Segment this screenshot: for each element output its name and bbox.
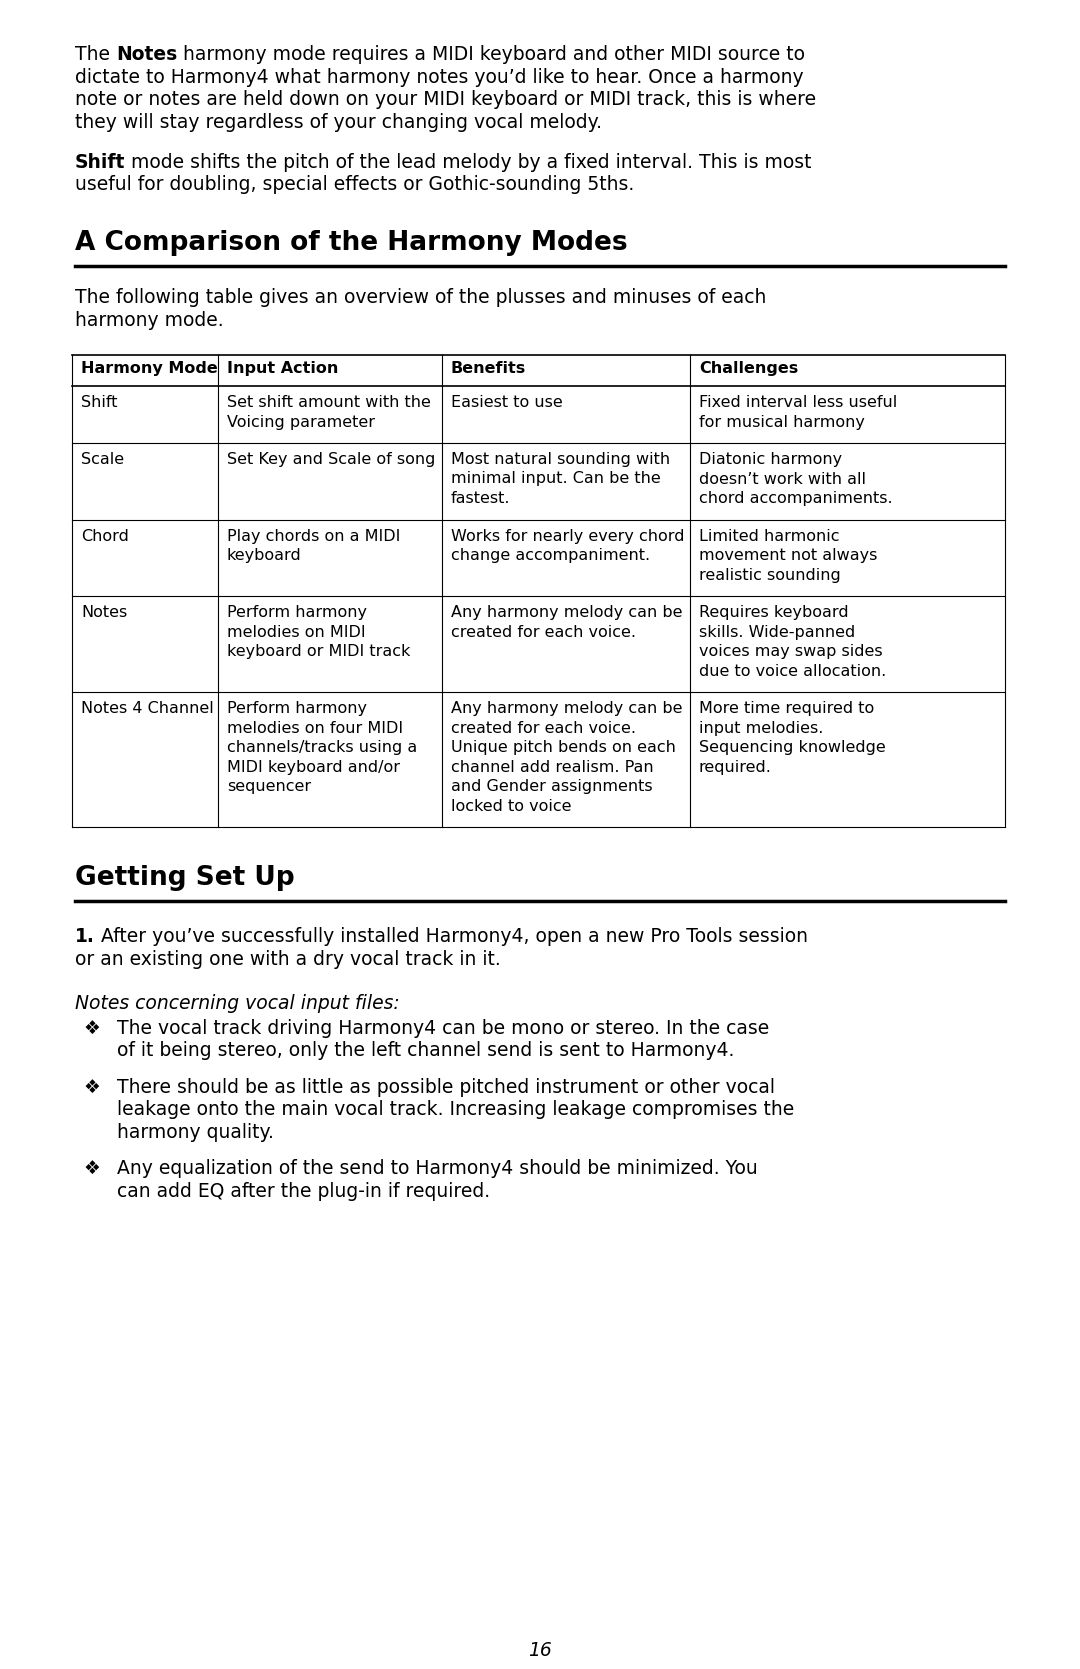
Text: ❖: ❖ <box>83 1160 99 1178</box>
Text: mode shifts the pitch of the lead melody by a fixed interval. This is most: mode shifts the pitch of the lead melody… <box>125 154 812 172</box>
Text: Shift: Shift <box>81 396 118 411</box>
Text: Any harmony melody can be: Any harmony melody can be <box>451 604 683 619</box>
Text: keyboard or MIDI track: keyboard or MIDI track <box>227 644 410 659</box>
Text: Set shift amount with the: Set shift amount with the <box>227 396 431 411</box>
Text: More time required to: More time required to <box>699 701 874 716</box>
Text: Set Key and Scale of song: Set Key and Scale of song <box>227 452 435 467</box>
Text: chord accompaniments.: chord accompaniments. <box>699 491 893 506</box>
Text: movement not always: movement not always <box>699 547 877 562</box>
Text: Perform harmony: Perform harmony <box>227 701 367 716</box>
Text: 16: 16 <box>528 1641 552 1661</box>
Text: There should be as little as possible pitched instrument or other vocal: There should be as little as possible pi… <box>117 1078 775 1097</box>
Text: created for each voice.: created for each voice. <box>451 624 636 639</box>
Text: 1.: 1. <box>75 926 95 946</box>
Text: sequencer: sequencer <box>227 779 311 794</box>
Text: Benefits: Benefits <box>451 361 526 376</box>
Text: fastest.: fastest. <box>451 491 511 506</box>
Text: Getting Set Up: Getting Set Up <box>75 865 295 891</box>
Text: Scale: Scale <box>81 452 124 467</box>
Text: Notes concerning vocal input files:: Notes concerning vocal input files: <box>75 995 400 1013</box>
Text: due to voice allocation.: due to voice allocation. <box>699 664 887 679</box>
Text: The: The <box>75 45 116 63</box>
Text: Play chords on a MIDI: Play chords on a MIDI <box>227 529 401 544</box>
Text: note or notes are held down on your MIDI keyboard or MIDI track, this is where: note or notes are held down on your MIDI… <box>75 90 816 108</box>
Text: useful for doubling, special effects or Gothic-sounding 5ths.: useful for doubling, special effects or … <box>75 175 634 195</box>
Text: Shift: Shift <box>75 154 125 172</box>
Text: Sequencing knowledge: Sequencing knowledge <box>699 739 886 754</box>
Text: Notes 4 Channel: Notes 4 Channel <box>81 701 214 716</box>
Text: The following table gives an overview of the plusses and minuses of each: The following table gives an overview of… <box>75 289 767 307</box>
Text: keyboard: keyboard <box>227 547 301 562</box>
Text: Unique pitch bends on each: Unique pitch bends on each <box>451 739 676 754</box>
Text: created for each voice.: created for each voice. <box>451 721 636 736</box>
Text: The vocal track driving Harmony4 can be mono or stereo. In the case: The vocal track driving Harmony4 can be … <box>117 1018 769 1038</box>
Text: and Gender assignments: and Gender assignments <box>451 779 652 794</box>
Text: Diatonic harmony: Diatonic harmony <box>699 452 842 467</box>
Text: channel add realism. Pan: channel add realism. Pan <box>451 759 653 774</box>
Text: Chord: Chord <box>81 529 129 544</box>
Text: Most natural sounding with: Most natural sounding with <box>451 452 670 467</box>
Text: ❖: ❖ <box>83 1018 99 1038</box>
Text: they will stay regardless of your changing vocal melody.: they will stay regardless of your changi… <box>75 112 602 132</box>
Text: melodies on MIDI: melodies on MIDI <box>227 624 366 639</box>
Text: A Comparison of the Harmony Modes: A Comparison of the Harmony Modes <box>75 230 627 255</box>
Text: doesn’t work with all: doesn’t work with all <box>699 472 866 486</box>
Text: melodies on four MIDI: melodies on four MIDI <box>227 721 403 736</box>
Text: change accompaniment.: change accompaniment. <box>451 547 650 562</box>
Text: After you’ve successfully installed Harmony4, open a new Pro Tools session: After you’ve successfully installed Harm… <box>95 926 808 946</box>
Text: or an existing one with a dry vocal track in it.: or an existing one with a dry vocal trac… <box>75 950 501 968</box>
Text: Notes: Notes <box>116 45 177 63</box>
Text: harmony mode.: harmony mode. <box>75 310 224 329</box>
Text: MIDI keyboard and/or: MIDI keyboard and/or <box>227 759 400 774</box>
Text: ❖: ❖ <box>83 1078 99 1097</box>
Text: Fixed interval less useful: Fixed interval less useful <box>699 396 897 411</box>
Text: Perform harmony: Perform harmony <box>227 604 367 619</box>
Text: harmony mode requires a MIDI keyboard and other MIDI source to: harmony mode requires a MIDI keyboard an… <box>177 45 806 63</box>
Text: realistic sounding: realistic sounding <box>699 567 840 582</box>
Text: Input Action: Input Action <box>227 361 338 376</box>
Text: Easiest to use: Easiest to use <box>451 396 563 411</box>
Text: locked to voice: locked to voice <box>451 798 571 813</box>
Text: Voicing parameter: Voicing parameter <box>227 414 375 429</box>
Text: Any harmony melody can be: Any harmony melody can be <box>451 701 683 716</box>
Text: required.: required. <box>699 759 772 774</box>
Text: skills. Wide-panned: skills. Wide-panned <box>699 624 855 639</box>
Text: can add EQ after the plug-in if required.: can add EQ after the plug-in if required… <box>117 1182 490 1200</box>
Text: for musical harmony: for musical harmony <box>699 414 865 429</box>
Text: Challenges: Challenges <box>699 361 798 376</box>
Text: harmony quality.: harmony quality. <box>117 1123 274 1142</box>
Text: channels/tracks using a: channels/tracks using a <box>227 739 417 754</box>
Text: dictate to Harmony4 what harmony notes you’d like to hear. Once a harmony: dictate to Harmony4 what harmony notes y… <box>75 67 804 87</box>
Text: of it being stereo, only the left channel send is sent to Harmony4.: of it being stereo, only the left channe… <box>117 1041 734 1060</box>
Text: minimal input. Can be the: minimal input. Can be the <box>451 472 661 486</box>
Text: voices may swap sides: voices may swap sides <box>699 644 882 659</box>
Text: Works for nearly every chord: Works for nearly every chord <box>451 529 685 544</box>
Text: Any equalization of the send to Harmony4 should be minimized. You: Any equalization of the send to Harmony4… <box>117 1160 758 1178</box>
Text: Limited harmonic: Limited harmonic <box>699 529 839 544</box>
Text: Notes: Notes <box>81 604 127 619</box>
Text: leakage onto the main vocal track. Increasing leakage compromises the: leakage onto the main vocal track. Incre… <box>117 1100 794 1120</box>
Text: input melodies.: input melodies. <box>699 721 823 736</box>
Text: Requires keyboard: Requires keyboard <box>699 604 849 619</box>
Text: Harmony Mode: Harmony Mode <box>81 361 218 376</box>
